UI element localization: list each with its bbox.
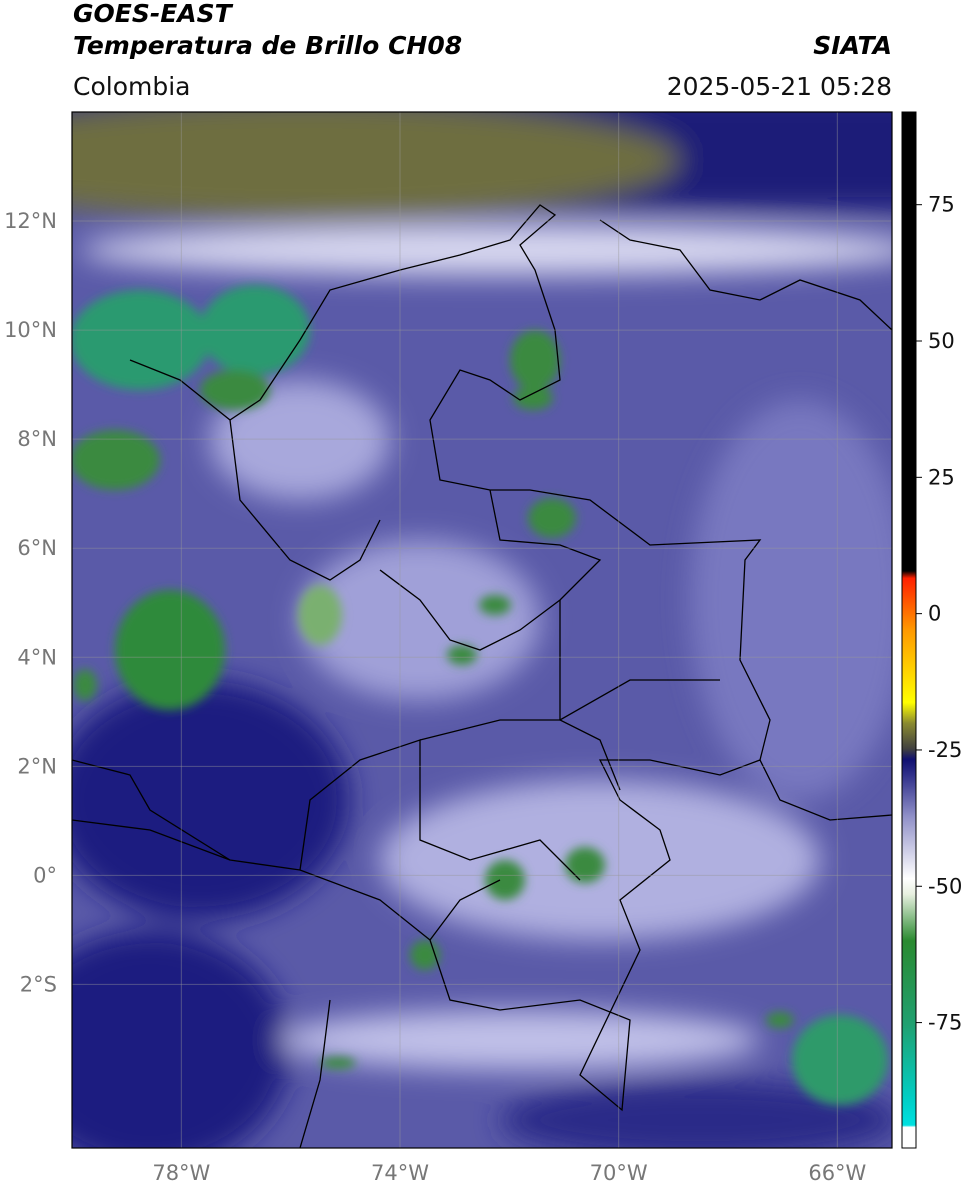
- colorbar-tick-label: -75: [928, 1011, 962, 1035]
- y-tick-label: 0°: [33, 863, 57, 887]
- x-tick-label: 74°W: [371, 1161, 429, 1185]
- y-tick-label: 2°N: [17, 754, 57, 778]
- y-tick-label: 12°N: [4, 209, 57, 233]
- region: Colombia: [73, 72, 190, 101]
- colorbar-tick-label: 50: [928, 329, 955, 353]
- grid: [72, 112, 892, 1148]
- colorbar-tick-label: -25: [928, 738, 962, 762]
- colorbar-tick-label: 0: [928, 602, 941, 626]
- colorbar-tick-label: 75: [928, 193, 955, 217]
- y-tick-label: 6°N: [17, 536, 57, 560]
- y-tick-label: 8°N: [17, 427, 57, 451]
- y-tick-label: 10°N: [4, 318, 57, 342]
- source: SIATA: [813, 31, 892, 60]
- datetime: 2025-05-21 05:28: [667, 72, 892, 101]
- x-tick-label: 66°W: [808, 1161, 866, 1185]
- satellite-image: [72, 112, 892, 1148]
- y-tick-label: 2°S: [20, 972, 57, 996]
- x-tick-label: 78°W: [152, 1161, 210, 1185]
- y-tick-label: 4°N: [17, 645, 57, 669]
- colorbar-tick-label: -50: [928, 874, 962, 898]
- subtitle: Temperatura de Brillo CH08: [73, 31, 462, 60]
- x-tick-label: 70°W: [590, 1161, 648, 1185]
- colorbar-tick-label: 25: [928, 465, 955, 489]
- title: GOES-EAST: [73, 0, 234, 28]
- map-frame: [71, 111, 893, 1149]
- colorbar: [901, 111, 917, 1149]
